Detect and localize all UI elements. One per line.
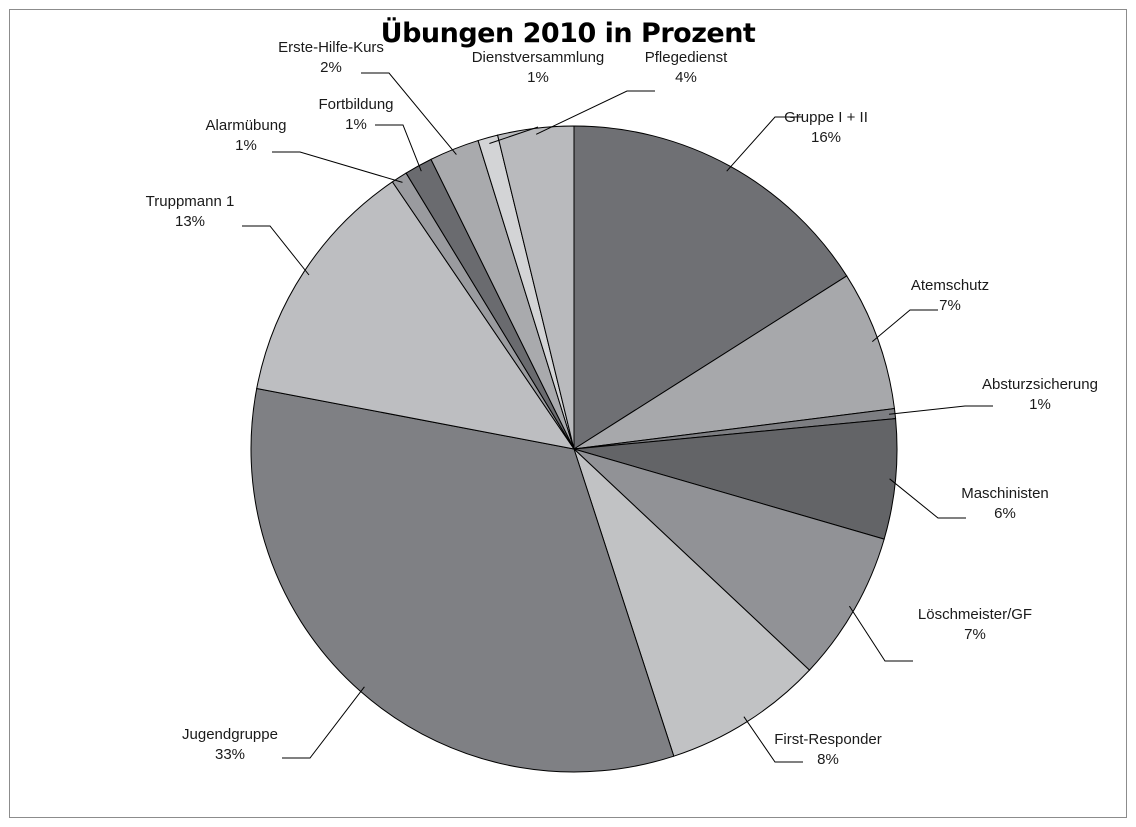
slice-label-percent: 33%	[215, 746, 245, 763]
slice-label-percent: 13%	[175, 213, 205, 230]
slice-label-percent: 1%	[527, 69, 549, 86]
chart-title: Übungen 2010 in Prozent	[380, 18, 756, 49]
pie-slice-gruppe-i-ii	[573, 125, 848, 450]
slice-label-percent: 2%	[320, 59, 342, 76]
leader-line	[242, 225, 310, 276]
leader-line	[535, 90, 655, 135]
leader-line	[272, 151, 403, 183]
leader-line	[889, 405, 993, 415]
slice-label-name: Löschmeister/GF	[918, 606, 1032, 623]
slice-label-name: Maschinisten	[961, 485, 1049, 502]
slice-label-name: Pflegedienst	[645, 49, 728, 66]
slice-label-percent: 6%	[994, 505, 1016, 522]
slice-label-name: First-Responder	[774, 731, 882, 748]
slice-label-percent: 8%	[817, 751, 839, 768]
slice-label-percent: 4%	[675, 69, 697, 86]
slice-label-name: Fortbildung	[318, 96, 393, 113]
slice-label-name: Absturzsicherung	[982, 376, 1098, 393]
leader-line	[848, 605, 913, 662]
slice-label-name: Atemschutz	[911, 277, 989, 294]
leader-line	[889, 478, 966, 519]
slice-label-percent: 7%	[939, 297, 961, 314]
pie-slice-l-schmeister-gf	[573, 448, 885, 671]
slice-label-name: Gruppe I + II	[784, 109, 868, 126]
slice-label-percent: 1%	[235, 137, 257, 154]
slice-label-name: Alarmübung	[206, 117, 287, 134]
slice-label-name: Truppmann 1	[146, 193, 235, 210]
slice-label-name: Jugendgruppe	[182, 726, 278, 743]
leader-line	[489, 126, 539, 144]
leader-line	[726, 116, 803, 172]
leader-line	[871, 309, 938, 342]
leader-line	[282, 686, 365, 759]
pie-slice-truppmann-1	[256, 181, 576, 450]
pie-slice-atemschutz	[573, 275, 896, 450]
leader-line	[743, 716, 803, 763]
slice-label-percent: 16%	[811, 129, 841, 146]
slice-label-percent: 7%	[964, 626, 986, 643]
pie-slice-maschinisten	[573, 418, 898, 540]
slice-label-percent: 1%	[345, 116, 367, 133]
slice-label-percent: 1%	[1029, 396, 1051, 413]
slice-label-name: Erste-Hilfe-Kurs	[278, 39, 384, 56]
slice-label-name: Dienstversammlung	[472, 49, 605, 66]
leader-line	[375, 124, 422, 172]
leader-line	[361, 72, 457, 155]
